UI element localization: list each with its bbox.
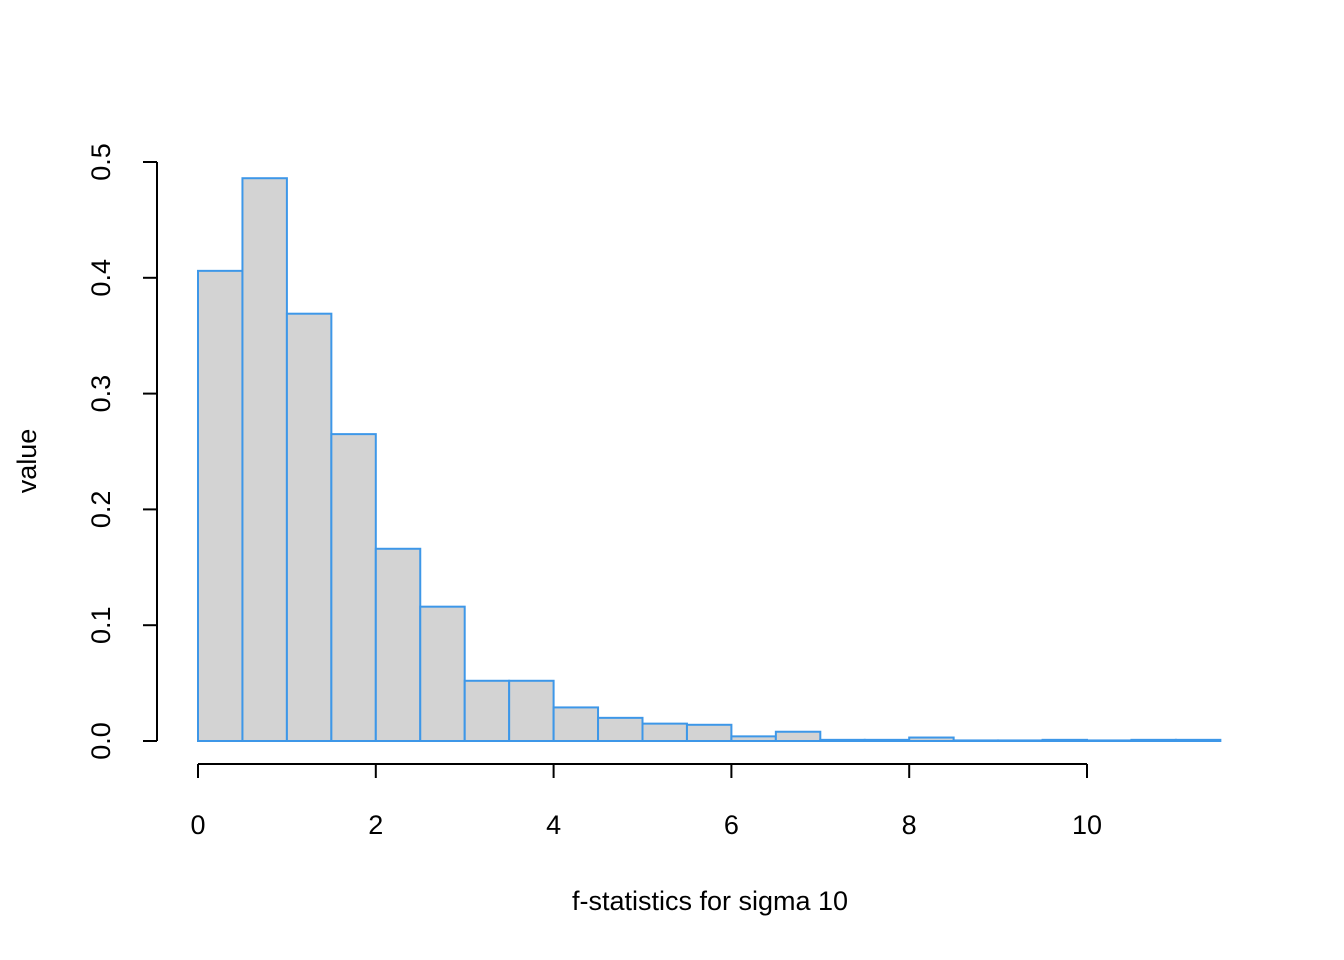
y-tick-label: 0.0: [86, 722, 116, 760]
x-tick-label: 2: [368, 810, 383, 840]
histogram-bar: [374, 547, 422, 742]
x-tick-label: 0: [190, 810, 205, 840]
y-axis-title: value: [12, 429, 42, 494]
x-axis-title: f-statistics for sigma 10: [572, 886, 848, 916]
histogram-bar: [730, 735, 777, 742]
histogram-bar: [1086, 739, 1133, 743]
histogram-bar: [1041, 738, 1089, 742]
x-tick-label: 6: [724, 810, 739, 840]
histogram-bar: [819, 738, 866, 742]
histogram-bar: [952, 739, 1000, 743]
histogram-bar: [197, 269, 244, 742]
histogram-bar: [330, 433, 377, 742]
histogram-bar: [419, 605, 466, 742]
x-axis: 0 2 4 6 8 10: [190, 763, 1102, 840]
histogram-bar: [908, 736, 955, 743]
histogram-bar: [463, 679, 511, 742]
histogram-bars: [197, 177, 1222, 743]
histogram-bar: [285, 312, 333, 742]
y-tick-label: 0.4: [86, 259, 116, 297]
x-tick-label: 8: [902, 810, 917, 840]
histogram-bar: [863, 738, 911, 742]
y-tick-label: 0.5: [86, 143, 116, 181]
histogram-bar: [774, 730, 822, 743]
histogram-bar: [552, 706, 600, 743]
histogram-bar: [597, 716, 644, 743]
histogram-bar: [641, 722, 688, 743]
histogram-bar: [1130, 738, 1177, 742]
histogram-bar: [997, 739, 1044, 743]
y-tick-label: 0.2: [86, 491, 116, 529]
histogram-bar: [685, 723, 733, 743]
x-tick-label: 10: [1072, 810, 1102, 840]
y-tick-label: 0.3: [86, 375, 116, 413]
histogram-bar: [1174, 738, 1222, 742]
y-tick-label: 0.1: [86, 606, 116, 644]
histogram-bar: [241, 177, 288, 743]
y-axis: 0.0 0.1 0.2 0.3 0.4 0.5: [86, 143, 158, 760]
histogram-bar: [508, 679, 555, 742]
x-tick-label: 4: [546, 810, 561, 840]
